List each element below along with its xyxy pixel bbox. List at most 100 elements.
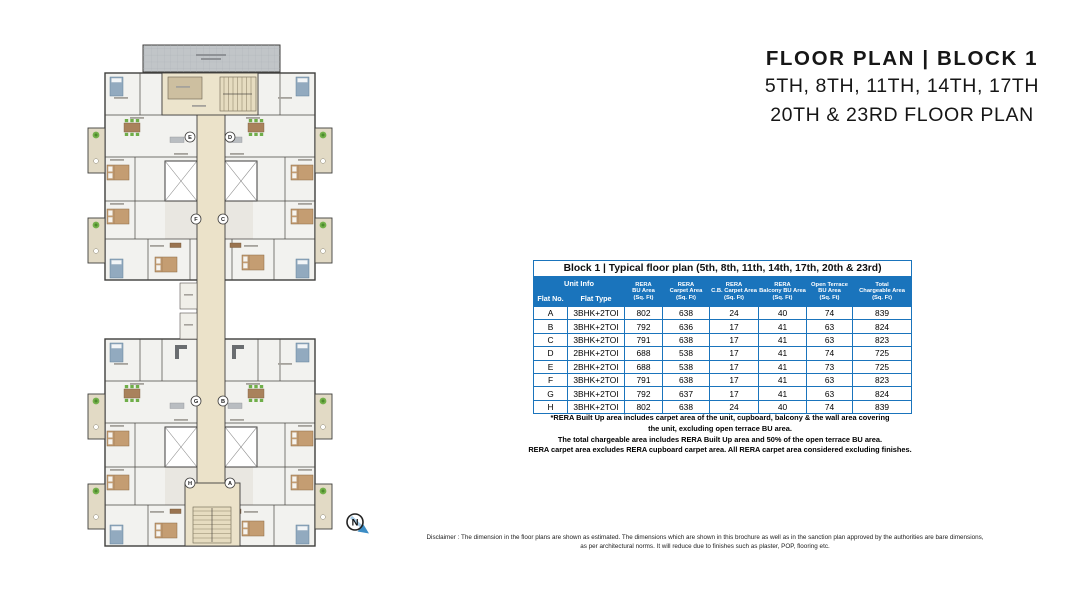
table-cell: 637 [662, 386, 710, 401]
table-cell: 24 [709, 399, 759, 415]
column-header-flat-type: Flat Type [567, 290, 625, 307]
staircase-bottom [184, 482, 241, 547]
table-cell: 63 [806, 332, 853, 348]
table-cell: 24 [709, 305, 759, 321]
corridor-spine [196, 72, 226, 547]
table-cell: 17 [709, 372, 759, 388]
table-row: H 3BHK+2TOI 802 638 24 40 74 839 [533, 399, 913, 415]
table-cell: 538 [662, 359, 710, 374]
column-header: Total Chargeable Area (Sq. Ft) [851, 276, 913, 307]
table-cell: 41 [758, 332, 807, 348]
table-cell: 63 [806, 372, 853, 388]
unit-marker-label: A [228, 481, 232, 487]
column-header: RERA C.B. Carpet Area (Sq. Ft) [709, 276, 759, 307]
table-cell: 17 [709, 386, 759, 401]
unit-markers: E D F C G B H A [184, 131, 236, 489]
flat-type-cell: 3BHK+2TOI [567, 399, 625, 415]
flat-type-cell: 3BHK+2TOI [567, 372, 625, 388]
area-table-container: Block 1 | Typical floor plan (5th, 8th, … [532, 260, 913, 415]
table-cell: 41 [758, 359, 807, 374]
flat-type-cell: 2BHK+2TOI [567, 359, 625, 374]
table-footnotes: *RERA Built Up area includes carpet area… [500, 413, 940, 456]
table-row: D 2BHK+2TOI 688 538 17 41 74 725 [533, 346, 913, 361]
disclaimer-line: as per architectural norms. It will redu… [580, 543, 830, 550]
table-cell: 824 [851, 386, 913, 401]
flat-no-cell: B [533, 319, 568, 334]
floor-plan-svg: E D F C G B H A N [80, 44, 369, 550]
table-cell: 823 [851, 332, 913, 348]
table-cell: 802 [624, 305, 663, 321]
table-cell: 636 [662, 319, 710, 334]
table-cell: 638 [662, 372, 710, 388]
unit-marker-label: B [221, 399, 225, 405]
unit-marker-label: D [228, 135, 232, 141]
table-cell: 824 [851, 319, 913, 334]
disclaimer-line: Disclaimer : The dimension in the floor … [426, 534, 984, 541]
open-terrace [142, 44, 281, 73]
table-cell: 41 [758, 372, 807, 388]
table-subheader-row: Flat No. Flat Type [533, 290, 912, 307]
flat-no-cell: D [533, 346, 568, 361]
column-header: RERA Balcony BU Area (Sq. Ft) [758, 276, 807, 307]
table-cell: 638 [662, 399, 710, 415]
column-header-unit-info: Unit Info [533, 276, 625, 291]
page-title: FLOOR PLAN | BLOCK 1 5TH, 8TH, 11TH, 14T… [762, 46, 1042, 130]
table-row: E 2BHK+2TOI 688 538 17 41 73 725 [533, 359, 913, 374]
page-title-sub2: 20TH & 23RD FLOOR PLAN [770, 104, 1034, 126]
footnote-line: the unit, excluding open terrace BU area… [648, 423, 792, 433]
table-cell: 17 [709, 332, 759, 348]
flat-type-cell: 3BHK+2TOI [567, 386, 625, 401]
flat-no-cell: C [533, 332, 568, 348]
table-row: B 3BHK+2TOI 792 636 17 41 63 824 [533, 319, 913, 334]
north-arrow-icon: N [346, 513, 369, 534]
unit-marker-label: F [194, 217, 198, 223]
flat-no-cell: H [533, 399, 568, 415]
flat-no-cell: E [533, 359, 568, 374]
table-cell: 63 [806, 386, 853, 401]
footnote-line: *RERA Built Up area includes carpet area… [550, 413, 890, 422]
flat-type-cell: 3BHK+2TOI [567, 319, 625, 334]
table-cell: 17 [709, 319, 759, 334]
footnote-line: RERA carpet area excludes RERA cupboard … [528, 445, 912, 455]
flat-no-cell: F [533, 372, 568, 388]
column-header: RERA Carpet Area (Sq. Ft) [662, 276, 710, 307]
table-header-row: Unit Info RERA BU Area (Sq. Ft) RERA Car… [533, 276, 913, 307]
unit-marker-label: E [188, 135, 192, 141]
table-cell: 839 [851, 305, 913, 321]
floor-plan-drawing: E D F C G B H A N [80, 35, 370, 550]
table-cell: 802 [624, 399, 663, 415]
column-header-flat-no: Flat No. [533, 290, 568, 307]
table-row: C 3BHK+2TOI 791 638 17 41 63 823 [533, 332, 913, 348]
table-cell: 791 [624, 332, 663, 348]
table-cell: 74 [806, 305, 853, 321]
table-title: Block 1 | Typical floor plan (5th, 8th, … [532, 260, 913, 277]
table-cell: 792 [624, 319, 663, 334]
table-cell: 41 [758, 319, 807, 334]
table-cell: 40 [758, 399, 807, 415]
table-cell: 538 [662, 346, 710, 361]
table-cell: 791 [624, 372, 663, 388]
unit-marker-label: C [221, 217, 225, 223]
table-cell: 63 [806, 319, 853, 334]
unit-marker-label: G [194, 399, 198, 405]
column-header: RERA BU Area (Sq. Ft) [624, 276, 663, 307]
lobby-top [161, 72, 259, 116]
disclaimer: Disclaimer : The dimension in the floor … [385, 533, 1025, 551]
flat-no-cell: A [533, 305, 568, 321]
table-cell: 73 [806, 359, 853, 374]
flat-type-cell: 3BHK+2TOI [567, 305, 625, 321]
table-cell: 638 [662, 305, 710, 321]
table-row: F 3BHK+2TOI 791 638 17 41 63 823 [533, 372, 913, 388]
table-cell: 688 [624, 359, 663, 374]
table-row: A 3BHK+2TOI 802 638 24 40 74 839 [533, 305, 913, 321]
table-cell: 17 [709, 359, 759, 374]
page-title-sub1: 5TH, 8TH, 11TH, 14TH, 17TH [764, 75, 1040, 97]
table-cell: 17 [709, 346, 759, 361]
table-title-row: Block 1 | Typical floor plan (5th, 8th, … [532, 260, 913, 277]
table-cell: 40 [758, 305, 807, 321]
waist-rooms [179, 282, 198, 340]
column-header: Open Terrace BU Area (Sq. Ft) [806, 276, 853, 307]
footnote-line: The total chargeable area includes RERA … [557, 434, 883, 444]
table-cell: 823 [851, 372, 913, 388]
